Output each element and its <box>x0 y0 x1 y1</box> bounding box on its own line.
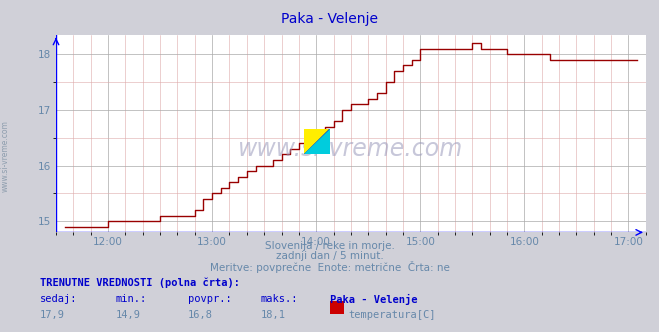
Text: temperatura[C]: temperatura[C] <box>348 310 436 320</box>
Polygon shape <box>304 129 330 154</box>
Text: Paka - Velenje: Paka - Velenje <box>330 294 417 305</box>
Text: TRENUTNE VREDNOSTI (polna črta):: TRENUTNE VREDNOSTI (polna črta): <box>40 277 239 288</box>
Text: min.:: min.: <box>115 294 146 304</box>
Text: www.si-vreme.com: www.si-vreme.com <box>239 137 463 161</box>
Text: 14,9: 14,9 <box>115 310 140 320</box>
Text: www.si-vreme.com: www.si-vreme.com <box>1 120 10 192</box>
Text: sedaj:: sedaj: <box>40 294 77 304</box>
Text: maks.:: maks.: <box>260 294 298 304</box>
Text: Meritve: povprečne  Enote: metrične  Črta: ne: Meritve: povprečne Enote: metrične Črta:… <box>210 261 449 273</box>
Text: 17,9: 17,9 <box>40 310 65 320</box>
Text: povpr.:: povpr.: <box>188 294 231 304</box>
Text: zadnji dan / 5 minut.: zadnji dan / 5 minut. <box>275 251 384 261</box>
Polygon shape <box>304 129 330 154</box>
Text: Paka - Velenje: Paka - Velenje <box>281 12 378 26</box>
Polygon shape <box>304 129 330 154</box>
Text: Slovenija / reke in morje.: Slovenija / reke in morje. <box>264 241 395 251</box>
Text: 18,1: 18,1 <box>260 310 285 320</box>
Text: 16,8: 16,8 <box>188 310 213 320</box>
